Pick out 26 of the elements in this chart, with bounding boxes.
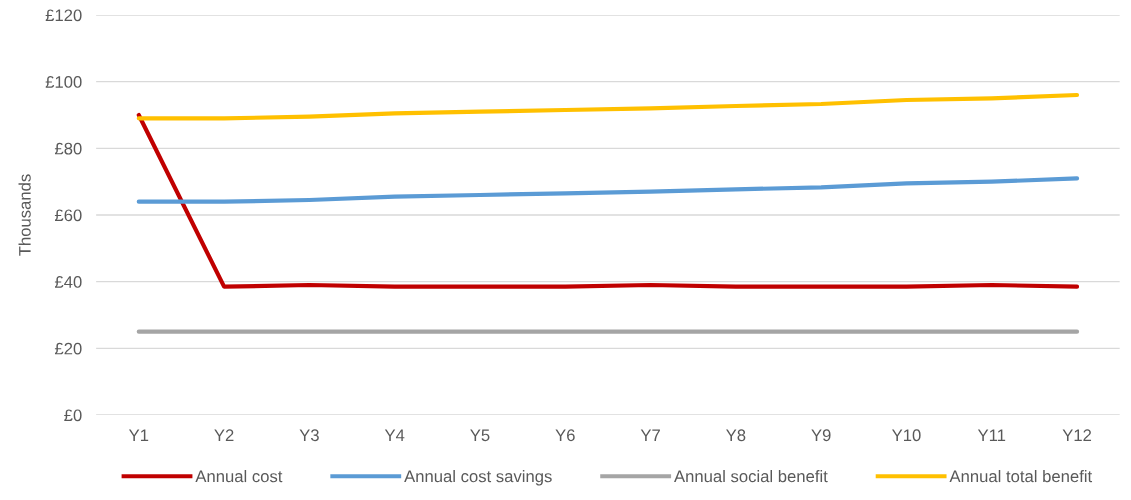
x-tick-label: Y11 <box>977 429 1006 441</box>
legend-label: Annual social benefit <box>674 470 828 483</box>
line-series <box>136 176 1080 204</box>
y-axis-title: Thousands <box>18 174 31 256</box>
line-series <box>136 92 1080 121</box>
x-tick-label: Y12 <box>1062 429 1092 441</box>
x-tick-label: Y7 <box>640 429 660 441</box>
y-tick-label: £20 <box>54 342 82 355</box>
x-tick-label: Y2 <box>214 429 234 441</box>
y-tick-label: £120 <box>45 9 82 22</box>
y-tick-label: £80 <box>54 142 82 155</box>
x-tick-label: Y9 <box>811 429 831 442</box>
x-tick-label: Y8 <box>726 429 746 442</box>
x-tick-label: Y5 <box>470 429 490 442</box>
x-tick-label: Y3 <box>299 429 319 442</box>
x-tick-label: Y6 <box>555 429 575 442</box>
y-tick-label: £100 <box>45 76 82 88</box>
x-tick-label: Y4 <box>384 429 405 441</box>
legend-label: Annual cost <box>195 470 283 483</box>
legend-label: Annual total benefit <box>949 470 1093 483</box>
y-tick-label: £40 <box>54 276 82 288</box>
x-tick-label: Y1 <box>128 429 149 441</box>
legend-label: Annual cost savings <box>404 470 552 486</box>
x-tick-label: Y10 <box>891 429 921 442</box>
y-tick-label: £0 <box>64 409 82 422</box>
y-tick-label: £60 <box>54 209 82 222</box>
